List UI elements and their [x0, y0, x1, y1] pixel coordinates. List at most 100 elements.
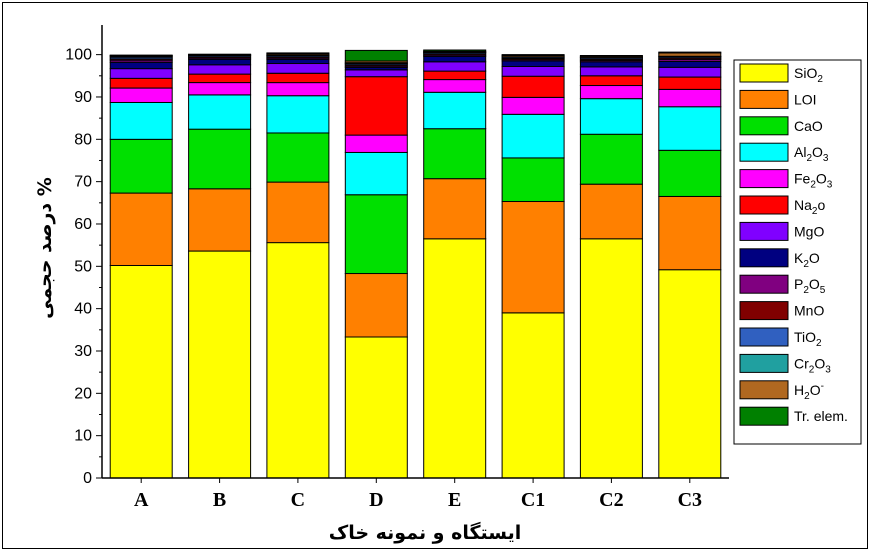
- x-tick-label-C2: C2: [599, 489, 623, 511]
- bar-segment-D-al2o3: [344, 151, 408, 196]
- bar-segment-C3-k2o: [658, 60, 722, 68]
- legend-label-cr2o3: Cr2O3: [794, 355, 831, 375]
- y-tick-label-10: 10: [74, 428, 92, 445]
- bar-segment-C1-loi: [501, 201, 565, 314]
- bar-segment-D-fe2o3: [344, 134, 408, 153]
- bar-segment-C3-na2o: [658, 76, 722, 90]
- bar-segment-C2-tr: [579, 55, 643, 57]
- bar-segment-C1-na2o: [501, 75, 565, 98]
- y-tick-label-70: 70: [74, 174, 92, 191]
- bar-segment-D-na2o: [344, 76, 408, 136]
- bar-segment-E-al2o3: [423, 91, 487, 130]
- bar-segment-B-k2o: [188, 58, 252, 66]
- legend-label-k2o: K2O: [794, 250, 820, 270]
- legend-label-mgo: MgO: [794, 223, 824, 239]
- legend-swatch-na2o: [739, 195, 789, 215]
- x-tick-label-B: B: [213, 489, 226, 511]
- bar-segment-D-sio2: [344, 336, 408, 479]
- bar-segment-A-mgo: [109, 68, 173, 79]
- x-tick-label-C1: C1: [521, 489, 545, 511]
- bar-segment-A-k2o: [109, 61, 173, 70]
- bar-segment-C-na2o: [266, 72, 330, 84]
- bar-segment-C2-cao: [579, 133, 643, 185]
- legend-label-fe2o3: Fe2O3: [794, 171, 833, 191]
- y-tick-label-60: 60: [74, 216, 92, 233]
- stacked-bar-chart: A B C D E C1 C2 C3 0 10 20 30 40 50 60 70 80 90 100 SiO2 LO…: [34, 25, 862, 544]
- bar-segment-C-tr: [266, 52, 330, 55]
- bar-segment-C3-loi: [658, 196, 722, 271]
- y-tick-label-40: 40: [74, 301, 92, 318]
- y-tick-label-30: 30: [74, 343, 92, 360]
- legend-label-sio2: SiO2: [794, 65, 823, 85]
- legend-swatch-cr2o3: [739, 353, 789, 373]
- y-tick-label-100: 100: [65, 47, 92, 64]
- y-tick-label-90: 90: [74, 89, 92, 106]
- legend-swatch-cao: [739, 116, 789, 136]
- bar-segment-C3-tr: [658, 51, 722, 54]
- bar-segment-C1-tr: [501, 54, 565, 56]
- bar-segment-C1-k2o: [501, 60, 565, 67]
- bar-segment-E-na2o: [423, 70, 487, 81]
- bar-segment-B-al2o3: [188, 94, 252, 130]
- x-tick-label-E: E: [448, 489, 461, 511]
- bar-segment-C-fe2o3: [266, 82, 330, 97]
- bar-segment-E-k2o: [423, 55, 487, 63]
- bar-segment-B-mgo: [188, 64, 252, 75]
- bar-segment-C3-fe2o3: [658, 88, 722, 108]
- legend-label-na2o: Na2o: [794, 197, 825, 217]
- legend-swatch-h2o: [739, 380, 789, 400]
- legend-label-cao: CaO: [794, 118, 823, 134]
- bar-segment-C-loi: [266, 181, 330, 244]
- bar-segment-C2-sio2: [579, 238, 643, 479]
- bar-segment-A-cao: [109, 138, 173, 194]
- y-tick-label-0: 0: [83, 470, 92, 487]
- x-tick-label-A: A: [134, 489, 149, 511]
- bar-segment-B-na2o: [188, 73, 252, 84]
- bar-segment-C3-al2o3: [658, 106, 722, 151]
- bar-segment-B-fe2o3: [188, 82, 252, 96]
- bar-segment-C2-na2o: [579, 75, 643, 87]
- bar-segment-C1-cao: [501, 157, 565, 203]
- legend-label-tio2: TiO2: [794, 329, 822, 349]
- legend-swatch-tr: [739, 406, 789, 426]
- legend-swatch-p2o5: [739, 274, 789, 294]
- bar-segment-D-tr: [344, 49, 408, 62]
- legend-label-mno: MnO: [794, 303, 824, 319]
- bar-segment-C-sio2: [266, 242, 330, 479]
- bar-segment-C-k2o: [266, 58, 330, 65]
- bar-segment-C2-fe2o3: [579, 85, 643, 100]
- y-axis-title: درصد حجمی %: [34, 177, 56, 319]
- bar-segment-A-fe2o3: [109, 87, 173, 103]
- legend-label-loi: LOI: [794, 91, 817, 107]
- bar-segment-E-cao: [423, 128, 487, 180]
- y-tick-label-80: 80: [74, 131, 92, 148]
- bar-segment-C2-mgo: [579, 66, 643, 77]
- x-axis-title: ایستگاه و نمونه خاک: [329, 521, 522, 544]
- bar-segment-A-loi: [109, 192, 173, 267]
- legend-swatch-sio2: [739, 63, 789, 83]
- legend-label-h2o: H2O-: [794, 381, 824, 402]
- bar-segment-C3-mgo: [658, 66, 722, 78]
- bar-segment-D-loi: [344, 273, 408, 338]
- x-tick-label-C3: C3: [678, 489, 702, 511]
- bar-segment-C1-mgo: [501, 66, 565, 77]
- bar-segment-D-cao: [344, 194, 408, 275]
- legend-label-al2o3: Al2O3: [794, 144, 829, 164]
- bar-segment-C2-k2o: [579, 61, 643, 68]
- bar-segment-B-loi: [188, 188, 252, 252]
- legend-swatch-mgo: [739, 221, 789, 241]
- y-tick-label-20: 20: [74, 385, 92, 402]
- bar-segment-E-loi: [423, 178, 487, 240]
- legend: SiO2 LOI CaO Al2O3 Fe2O3 Na2o MgO K2O P2O5 MnO TiO…: [733, 59, 862, 445]
- x-tick-label-C: C: [291, 489, 305, 511]
- bar-segment-A-al2o3: [109, 102, 173, 140]
- axes-layer: A B C D E C1 C2 C3 0 10 20 30 40 50 60 70 80 90 100: [65, 25, 729, 511]
- bar-segment-C2-al2o3: [579, 98, 643, 135]
- bar-segment-C-al2o3: [266, 95, 330, 134]
- bar-segment-C2-loi: [579, 183, 643, 240]
- legend-swatch-fe2o3: [739, 169, 789, 189]
- bar-segment-B-sio2: [188, 250, 252, 479]
- legend-label-p2o5: P2O5: [794, 276, 826, 296]
- legend-swatch-loi: [739, 89, 789, 109]
